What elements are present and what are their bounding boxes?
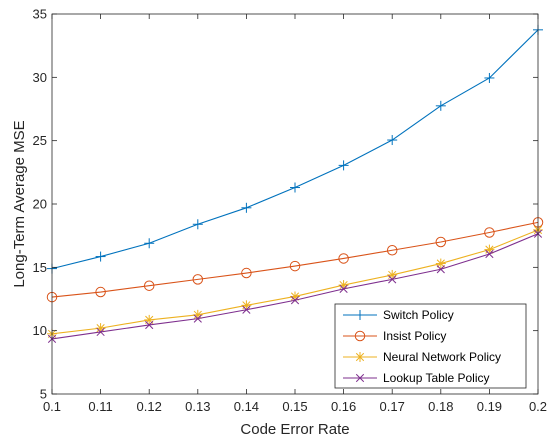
data-point-switch-policy xyxy=(338,160,349,171)
legend-marker-insist-policy xyxy=(354,330,366,342)
data-point-lookup-table-policy xyxy=(193,314,202,323)
y-tick-label: 5 xyxy=(40,387,47,402)
data-point-lookup-table-policy xyxy=(436,265,445,274)
data-point-switch-policy xyxy=(435,100,446,111)
y-tick-label: 25 xyxy=(33,133,47,148)
data-point-neural-network-policy xyxy=(144,314,155,325)
data-point-lookup-table-policy xyxy=(96,327,105,337)
x-tick-label: 0.11 xyxy=(88,399,112,414)
legend-label-switch-policy: Switch Policy xyxy=(383,308,454,322)
data-point-switch-policy xyxy=(241,202,252,213)
legend-label-lookup-table-policy: Lookup Table Policy xyxy=(383,371,490,385)
data-point-neural-network-policy xyxy=(435,258,446,269)
x-tick-label: 0.15 xyxy=(282,399,307,414)
x-tick-label: 0.18 xyxy=(428,399,453,414)
x-tick-label: 0.12 xyxy=(137,399,162,414)
data-point-lookup-table-policy xyxy=(242,305,251,314)
data-point-lookup-table-policy xyxy=(290,296,300,305)
data-point-switch-policy xyxy=(192,219,203,230)
data-point-lookup-table-policy xyxy=(145,320,154,330)
x-tick-label: 0.1 xyxy=(43,399,61,414)
data-point-insist-policy xyxy=(95,286,106,298)
chart-marks xyxy=(46,24,544,344)
y-tick-label: 30 xyxy=(33,70,47,85)
axis-ticks: 0.1 0.11 0.12 0.13 0.14 0.15 0.16 0.17 0.18 0.19 0… xyxy=(33,7,548,415)
data-point-lookup-table-policy xyxy=(388,275,397,284)
legend-label-neural-network-policy: Neural Network Policy xyxy=(383,350,501,364)
y-tick-label: 20 xyxy=(33,197,47,212)
data-point-insist-policy xyxy=(143,280,155,291)
x-tick-label: 0.17 xyxy=(380,399,405,414)
data-point-switch-policy xyxy=(144,238,155,249)
x-tick-label: 0.2 xyxy=(529,399,547,414)
data-point-insist-policy xyxy=(289,260,301,272)
data-point-lookup-table-policy xyxy=(339,284,348,293)
data-point-switch-policy xyxy=(95,251,106,262)
x-tick-label: 0.19 xyxy=(477,399,502,414)
x-tick-label: 0.13 xyxy=(185,399,210,414)
data-point-insist-policy xyxy=(338,253,349,264)
data-point-insist-policy xyxy=(192,274,204,285)
legend-label-insist-policy: Insist Policy xyxy=(383,329,446,343)
x-axis-label: Code Error Rate xyxy=(240,421,349,438)
data-point-insist-policy xyxy=(435,236,447,248)
data-point-insist-policy xyxy=(484,227,495,238)
y-tick-label: 15 xyxy=(33,260,47,275)
data-point-switch-policy xyxy=(484,72,495,83)
data-point-lookup-table-policy xyxy=(485,249,494,259)
y-tick-label: 10 xyxy=(33,323,47,338)
y-axis-label: Long-Term Average MSE xyxy=(11,120,28,287)
legend-marker-neural-network-policy xyxy=(355,352,365,362)
x-tick-label: 0.14 xyxy=(234,399,259,414)
y-tick-label: 35 xyxy=(33,7,47,22)
data-point-insist-policy xyxy=(241,267,252,279)
legend-marker-switch-policy xyxy=(355,310,365,320)
legend-marker-lookup-table-policy xyxy=(355,373,365,383)
data-point-insist-policy xyxy=(386,244,398,256)
series-line-insist-policy xyxy=(51,221,539,298)
data-point-switch-policy xyxy=(387,135,398,146)
data-point-switch-policy xyxy=(290,182,300,193)
legend: Switch Policy Insist Policy Neural Network… xyxy=(334,303,527,389)
legend-box xyxy=(334,303,527,389)
x-tick-label: 0.16 xyxy=(331,399,356,414)
